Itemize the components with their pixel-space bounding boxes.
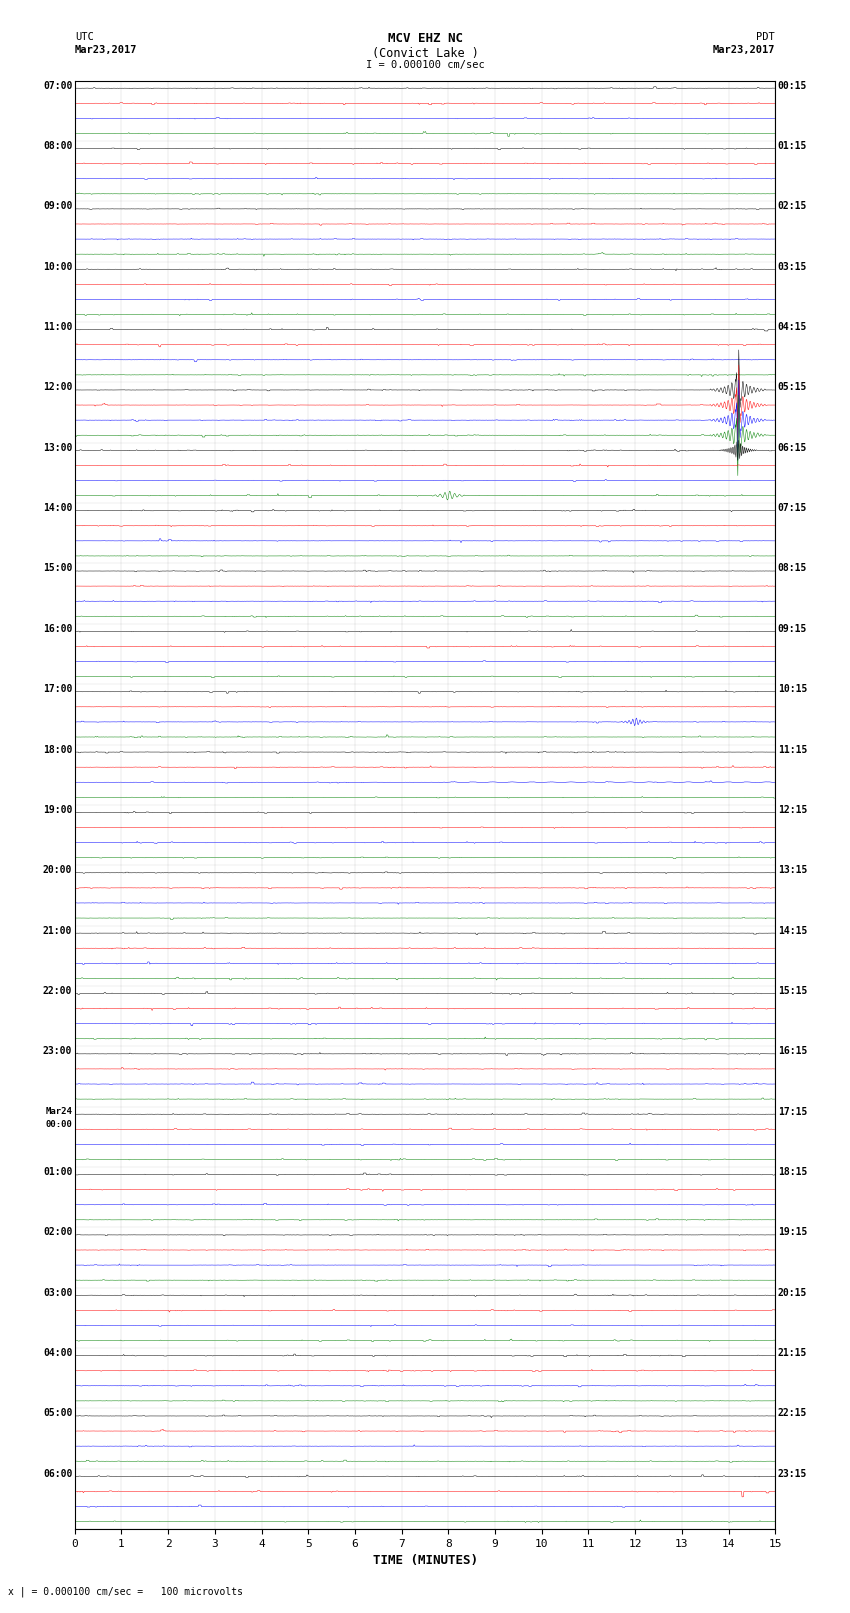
Text: MCV EHZ NC: MCV EHZ NC <box>388 32 462 45</box>
Text: 14:00: 14:00 <box>42 503 72 513</box>
Text: 05:15: 05:15 <box>778 382 807 392</box>
Text: 17:15: 17:15 <box>778 1107 807 1116</box>
Text: 07:15: 07:15 <box>778 503 807 513</box>
Text: 17:00: 17:00 <box>42 684 72 694</box>
Text: 11:15: 11:15 <box>778 745 807 755</box>
Text: (Convict Lake ): (Convict Lake ) <box>371 47 479 60</box>
X-axis label: TIME (MINUTES): TIME (MINUTES) <box>372 1555 478 1568</box>
Text: 23:15: 23:15 <box>778 1469 807 1479</box>
Text: 20:00: 20:00 <box>42 865 72 876</box>
Text: PDT: PDT <box>756 32 775 42</box>
Text: 04:15: 04:15 <box>778 323 807 332</box>
Text: Mar23,2017: Mar23,2017 <box>712 45 775 55</box>
Text: 05:00: 05:00 <box>42 1408 72 1418</box>
Text: 18:15: 18:15 <box>778 1168 807 1177</box>
Text: 21:00: 21:00 <box>42 926 72 936</box>
Text: 11:00: 11:00 <box>42 323 72 332</box>
Text: 01:15: 01:15 <box>778 140 807 152</box>
Text: 15:15: 15:15 <box>778 986 807 995</box>
Text: 12:15: 12:15 <box>778 805 807 815</box>
Text: 03:00: 03:00 <box>42 1287 72 1298</box>
Text: 01:00: 01:00 <box>42 1168 72 1177</box>
Text: UTC: UTC <box>75 32 94 42</box>
Text: 07:00: 07:00 <box>42 81 72 90</box>
Text: 00:15: 00:15 <box>778 81 807 90</box>
Text: 19:00: 19:00 <box>42 805 72 815</box>
Text: 09:00: 09:00 <box>42 202 72 211</box>
Text: 03:15: 03:15 <box>778 261 807 271</box>
Text: Mar24: Mar24 <box>45 1107 72 1116</box>
Text: 06:15: 06:15 <box>778 442 807 453</box>
Text: 12:00: 12:00 <box>42 382 72 392</box>
Text: 13:00: 13:00 <box>42 442 72 453</box>
Text: 09:15: 09:15 <box>778 624 807 634</box>
Text: 08:00: 08:00 <box>42 140 72 152</box>
Text: 02:00: 02:00 <box>42 1227 72 1237</box>
Text: 02:15: 02:15 <box>778 202 807 211</box>
Text: 00:00: 00:00 <box>45 1119 72 1129</box>
Text: 15:00: 15:00 <box>42 563 72 574</box>
Text: 16:15: 16:15 <box>778 1047 807 1057</box>
Text: Mar23,2017: Mar23,2017 <box>75 45 138 55</box>
Text: 23:00: 23:00 <box>42 1047 72 1057</box>
Text: 10:00: 10:00 <box>42 261 72 271</box>
Text: 21:15: 21:15 <box>778 1348 807 1358</box>
Text: 18:00: 18:00 <box>42 745 72 755</box>
Text: 19:15: 19:15 <box>778 1227 807 1237</box>
Text: 04:00: 04:00 <box>42 1348 72 1358</box>
Text: 16:00: 16:00 <box>42 624 72 634</box>
Text: 20:15: 20:15 <box>778 1287 807 1298</box>
Text: I = 0.000100 cm/sec: I = 0.000100 cm/sec <box>366 60 484 69</box>
Text: 10:15: 10:15 <box>778 684 807 694</box>
Text: 14:15: 14:15 <box>778 926 807 936</box>
Text: 22:00: 22:00 <box>42 986 72 995</box>
Text: 06:00: 06:00 <box>42 1469 72 1479</box>
Text: 22:15: 22:15 <box>778 1408 807 1418</box>
Text: x | = 0.000100 cm/sec =   100 microvolts: x | = 0.000100 cm/sec = 100 microvolts <box>8 1586 243 1597</box>
Text: 08:15: 08:15 <box>778 563 807 574</box>
Text: 13:15: 13:15 <box>778 865 807 876</box>
